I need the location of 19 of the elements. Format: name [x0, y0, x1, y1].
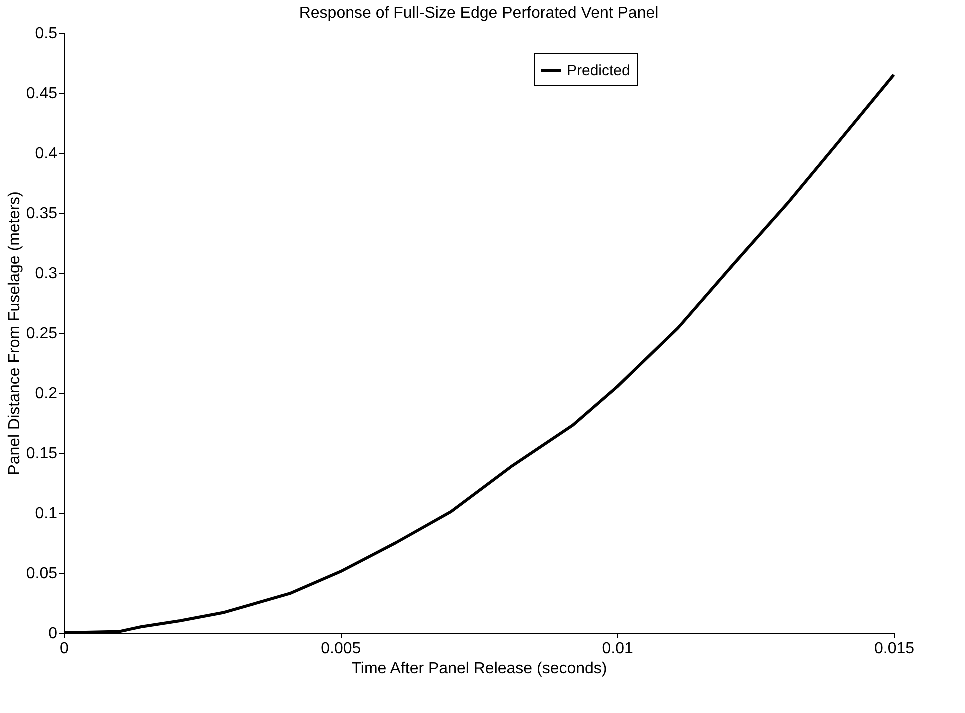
legend-label: Predicted [567, 62, 630, 80]
x-tick-label: 0.005 [321, 640, 362, 658]
chart-title: Response of Full-Size Edge Perforated Vent Panel [299, 5, 659, 22]
y-tick-label: 0.1 [35, 506, 58, 522]
x-axis-title: Time After Panel Release (seconds) [352, 660, 608, 678]
y-axis-title: Panel Distance From Fuselage (meters) [6, 192, 24, 476]
x-tick-label: 0 [60, 640, 70, 658]
x-tick-label: 0.01 [602, 640, 634, 658]
x-tick-label: 0.015 [874, 640, 915, 658]
y-tick-label: 0.15 [26, 446, 58, 462]
y-tick-label: 0.5 [35, 26, 58, 42]
y-tick-label: 0.4 [35, 146, 58, 162]
y-tick-label: 0.3 [35, 266, 58, 282]
y-tick-label: 0.35 [26, 206, 58, 222]
y-tick-label: 0 [48, 626, 58, 642]
y-tick-label: 0.2 [35, 386, 58, 402]
y-tick-label: 0.25 [26, 326, 58, 342]
y-tick-label: 0.05 [26, 566, 58, 582]
y-tick-label: 0.45 [26, 86, 58, 102]
